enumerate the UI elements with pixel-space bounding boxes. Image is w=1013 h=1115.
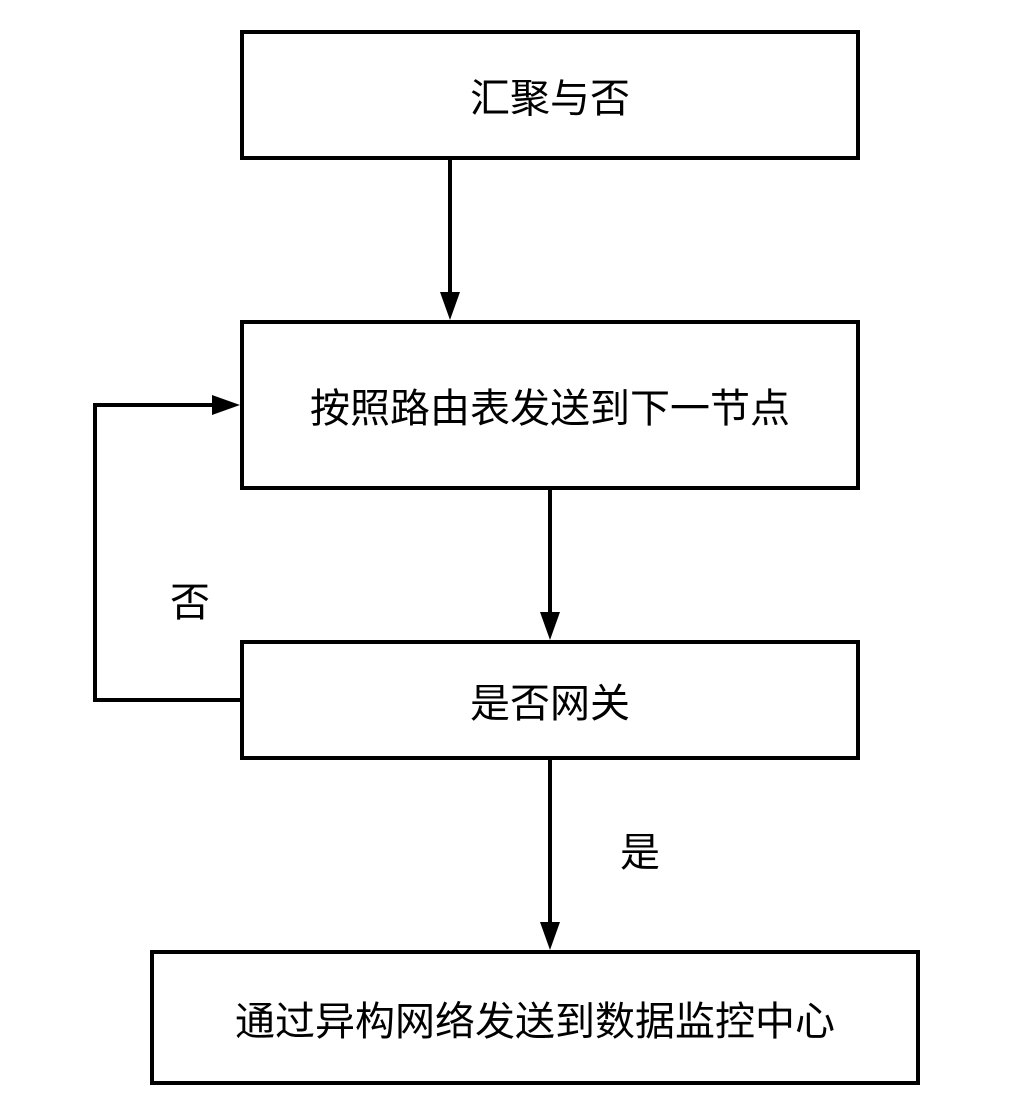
edge-label-no: 否: [170, 570, 210, 628]
edge-n3-n4-yes: [0, 0, 1013, 1115]
edge-label-yes: 是: [620, 820, 660, 878]
